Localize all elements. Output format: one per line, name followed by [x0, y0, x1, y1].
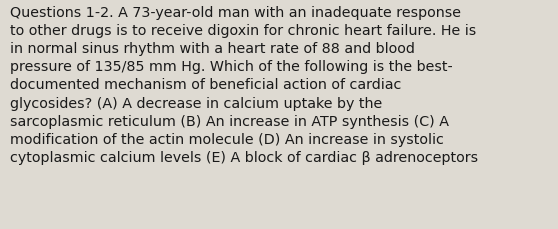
- Text: Questions 1-2. A 73-year-old man with an inadequate response
to other drugs is t: Questions 1-2. A 73-year-old man with an…: [10, 6, 478, 164]
